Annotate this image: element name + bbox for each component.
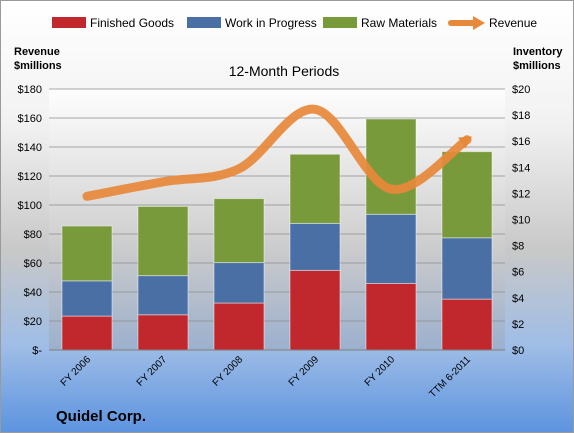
bar-finished-goods (289, 269, 341, 351)
bar-raw-materials (289, 153, 341, 224)
right-axis: $0 $2 $4 $6 $8 $10 $12 $14 $16 $18 $20 (512, 84, 530, 357)
bar-raw-materials (137, 205, 189, 277)
left-tick-label: $160 (18, 113, 42, 125)
legend-arrow-icon (473, 16, 485, 30)
right-tick-label: $0 (512, 345, 524, 357)
legend-swatch-raw-materials (323, 17, 357, 28)
right-tick-label: $2 (512, 319, 524, 331)
left-axis-title-line2: $millions (14, 60, 62, 72)
bar-finished-goods (441, 298, 493, 351)
left-tick-label: $80 (24, 229, 42, 241)
bars (49, 118, 505, 351)
legend-label-raw-materials: Raw Materials (361, 16, 437, 30)
right-tick-label: $14 (512, 162, 530, 174)
left-axis-title-line1: Revenue (14, 46, 60, 58)
bar-work-in-progress (289, 222, 341, 271)
left-tick-label: $140 (18, 142, 42, 154)
chart-title: 12-Month Periods (229, 63, 340, 79)
bar-raw-materials (441, 151, 493, 239)
bar-finished-goods (365, 282, 417, 351)
category-label: FY 2010 (363, 354, 398, 389)
bar-raw-materials (61, 225, 113, 282)
category-label: TTM 6-2011 (427, 354, 473, 400)
category-label: FY 2007 (135, 354, 170, 389)
right-tick-label: $8 (512, 241, 524, 253)
bar-raw-materials (213, 198, 265, 264)
bar-work-in-progress (213, 262, 265, 304)
left-tick-label: $40 (24, 287, 42, 299)
right-tick-label: $18 (512, 110, 530, 122)
right-tick-label: $4 (512, 293, 524, 305)
right-tick-label: $16 (512, 136, 530, 148)
bar-finished-goods (213, 302, 265, 351)
legend-label-work-in-progress: Work in Progress (225, 16, 317, 30)
bar-finished-goods (61, 315, 113, 351)
category-label: FY 2008 (211, 354, 246, 389)
legend-swatch-finished-goods (52, 17, 86, 28)
revenue-line (82, 104, 473, 201)
left-axis: $- $20 $40 $60 $80 $100 $120 $140 $160 $180 (18, 84, 43, 357)
bar-raw-materials (365, 118, 417, 215)
right-tick-label: $10 (512, 215, 530, 227)
category-axis: FY 2006 FY 2007 FY 2008 FY 2009 FY 2010 TTM 6… (59, 354, 474, 400)
right-tick-label: $6 (512, 267, 524, 279)
right-tick-label: $20 (512, 84, 530, 96)
left-tick-label: $20 (24, 316, 42, 328)
bar-finished-goods (137, 314, 189, 351)
bar-work-in-progress (137, 275, 189, 316)
bar-work-in-progress (441, 237, 493, 300)
bar-work-in-progress (365, 213, 417, 284)
left-tick-label: $100 (18, 200, 42, 212)
category-label: FY 2009 (287, 354, 322, 389)
left-tick-label: $180 (18, 84, 42, 96)
revenue-line-path (82, 104, 472, 201)
revenue-arrowhead (458, 136, 473, 149)
category-label: FY 2006 (59, 354, 94, 389)
legend-label-finished-goods: Finished Goods (90, 16, 174, 30)
left-tick-label: $60 (24, 258, 42, 270)
legend-swatch-work-in-progress (187, 17, 221, 28)
legend: Finished Goods Work in Progress Raw Materi… (52, 16, 537, 30)
right-axis-title-line2: $millions (513, 60, 561, 72)
right-axis-title-line1: Inventory (513, 46, 563, 58)
company-name: Quidel Corp. (56, 408, 146, 425)
bar-work-in-progress (61, 280, 113, 317)
legend-label-revenue: Revenue (489, 16, 537, 30)
right-tick-label: $12 (512, 188, 530, 200)
left-tick-label: $120 (18, 171, 42, 183)
left-tick-label: $- (32, 345, 42, 357)
